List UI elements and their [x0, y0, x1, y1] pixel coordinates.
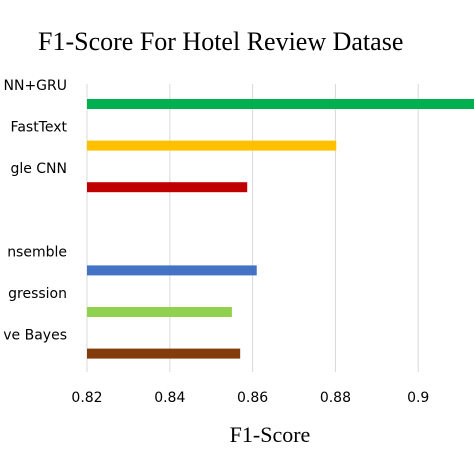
bar — [87, 348, 241, 359]
bar — [87, 307, 232, 317]
x-tick-label: 0.88 — [320, 390, 351, 406]
x-axis-label: F1-Score — [230, 422, 311, 447]
x-tick-label: 0.86 — [237, 390, 268, 406]
y-tick-label: nsemble — [7, 244, 67, 260]
x-tick-label: 0.84 — [154, 390, 185, 406]
y-tick-label: FastText — [11, 120, 68, 136]
bar — [87, 182, 248, 193]
y-tick-label: gression — [8, 286, 67, 302]
y-tick-label: NN+GRU — [4, 78, 68, 94]
bar — [87, 140, 337, 151]
x-tick-label: 0.82 — [71, 390, 102, 406]
bar — [87, 99, 474, 109]
bar — [87, 265, 257, 276]
y-tick-label: gle CNN — [10, 161, 67, 177]
chart-title: F1-Score For Hotel Review Datase — [38, 27, 403, 56]
x-tick-label: 0.9 — [407, 390, 429, 406]
y-tick-label: ve Bayes — [3, 328, 67, 344]
